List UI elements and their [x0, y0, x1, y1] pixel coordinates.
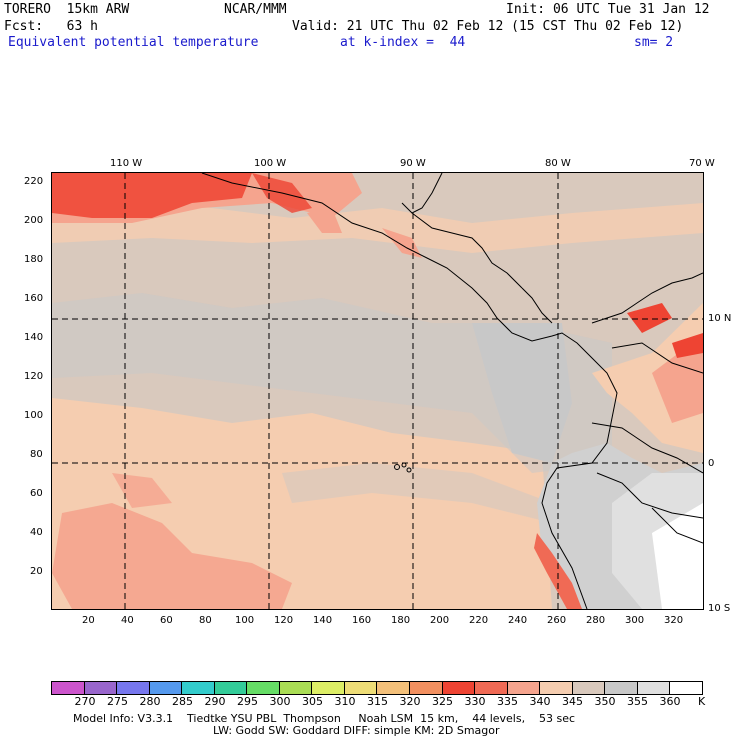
- colorbar-tick-label: 270: [74, 695, 96, 708]
- map-panel: [51, 172, 704, 610]
- colorbar-tick-label: 320: [399, 695, 421, 708]
- colorbar-tick-label: 335: [497, 695, 518, 708]
- lat-label-10s: 10 S: [708, 603, 731, 614]
- x-tick: 180: [391, 615, 411, 626]
- colorbar-tick-label: 285: [172, 695, 193, 708]
- colorbar-tick-label: 275: [107, 695, 128, 708]
- equivalent-potential-temperature-field: [52, 173, 703, 609]
- colorbar-swatch: [475, 682, 508, 694]
- lat-label-0: 0: [708, 458, 715, 469]
- colorbar-tick-label: 340: [529, 695, 551, 708]
- colorbar-swatch: [182, 682, 215, 694]
- colorbar-swatch: [279, 682, 313, 694]
- lon-label-90w: 90 W: [400, 158, 426, 169]
- forecast-hour: Fcst: 63 h: [4, 19, 98, 34]
- x-tick: 240: [508, 615, 528, 626]
- lon-label-110w: 110 W: [110, 158, 143, 169]
- colorbar-swatch: [605, 682, 638, 694]
- model-title: TORERO 15km ARW: [4, 2, 130, 17]
- colorbar-tick-label: 315: [367, 695, 388, 708]
- x-tick: 160: [352, 615, 372, 626]
- x-tick: 100: [235, 615, 255, 626]
- colorbar-swatch: [377, 682, 411, 694]
- x-tick: 40: [121, 615, 134, 626]
- x-tick: 120: [274, 615, 294, 626]
- colorbar-tick-label: 300: [269, 695, 291, 708]
- x-tick: 140: [313, 615, 333, 626]
- y-tick: 220: [24, 176, 44, 187]
- physics-info: LW: Godd SW: Goddard DIFF: simple KM: 2D…: [213, 724, 500, 737]
- colorbar-swatch: [344, 682, 378, 694]
- colorbar-swatch: [247, 682, 280, 694]
- colorbar-swatch: [637, 682, 671, 694]
- x-tick: 320: [664, 615, 684, 626]
- colorbar-swatch: [507, 682, 541, 694]
- model-info: Model Info: V3.3.1 Tiedtke YSU PBL Thomp…: [73, 712, 576, 725]
- x-tick: 300: [625, 615, 645, 626]
- colorbar-tick-label: 295: [237, 695, 258, 708]
- colorbar-swatch: [670, 682, 702, 694]
- colorbar-tick-label: 350: [594, 695, 616, 708]
- smoothing-label: sm= 2: [634, 35, 674, 50]
- colorbar-tick-label: 290: [204, 695, 226, 708]
- x-tick: 80: [199, 615, 212, 626]
- y-tick: 180: [24, 254, 44, 265]
- institution-label: NCAR/MMM: [224, 2, 287, 17]
- lon-label-70w: 70 W: [689, 158, 715, 169]
- colorbar-swatch: [214, 682, 248, 694]
- y-tick: 120: [24, 371, 44, 382]
- x-tick: 60: [160, 615, 173, 626]
- y-tick: 140: [24, 332, 44, 343]
- colorbar-swatch: [149, 682, 183, 694]
- colorbar-tick-label: 325: [432, 695, 453, 708]
- colorbar-swatch: [442, 682, 476, 694]
- y-tick: 160: [24, 293, 44, 304]
- y-tick: 80: [30, 449, 43, 460]
- y-tick: 100: [24, 410, 44, 421]
- colorbar-tick-label: 310: [334, 695, 356, 708]
- level-label: at k-index = 44: [340, 35, 466, 50]
- y-tick: 200: [24, 215, 44, 226]
- x-tick: 20: [82, 615, 95, 626]
- x-tick: 220: [469, 615, 489, 626]
- colorbar-tick-label: 355: [627, 695, 648, 708]
- colorbar-tick-label: 330: [464, 695, 486, 708]
- y-tick: 40: [30, 527, 43, 538]
- colorbar-swatch: [410, 682, 443, 694]
- x-tick: 200: [430, 615, 450, 626]
- colorbar-tick-label: 360: [659, 695, 681, 708]
- colorbar-swatch: [84, 682, 118, 694]
- y-tick: 20: [30, 566, 43, 577]
- lon-label-80w: 80 W: [545, 158, 571, 169]
- valid-time: Valid: 21 UTC Thu 02 Feb 12 (15 CST Thu …: [292, 19, 684, 34]
- colorbar-swatch: [572, 682, 606, 694]
- init-time: Init: 06 UTC Tue 31 Jan 12: [506, 2, 710, 17]
- lon-label-100w: 100 W: [254, 158, 287, 169]
- colorbar-tick-label: 345: [562, 695, 583, 708]
- x-tick: 260: [547, 615, 567, 626]
- colorbar-swatch: [540, 682, 573, 694]
- colorbar-unit: K: [698, 695, 706, 708]
- colorbar-swatch: [312, 682, 345, 694]
- colorbar-tick-label: 280: [139, 695, 161, 708]
- lat-label-10n: 10 N: [708, 313, 732, 324]
- colorbar-swatch: [52, 682, 85, 694]
- x-tick: 280: [586, 615, 606, 626]
- colorbar-swatch: [117, 682, 150, 694]
- colorbar-tick-label: 305: [302, 695, 323, 708]
- colorbar: [51, 681, 703, 695]
- y-tick: 60: [30, 488, 43, 499]
- field-name: Equivalent potential temperature: [8, 35, 259, 50]
